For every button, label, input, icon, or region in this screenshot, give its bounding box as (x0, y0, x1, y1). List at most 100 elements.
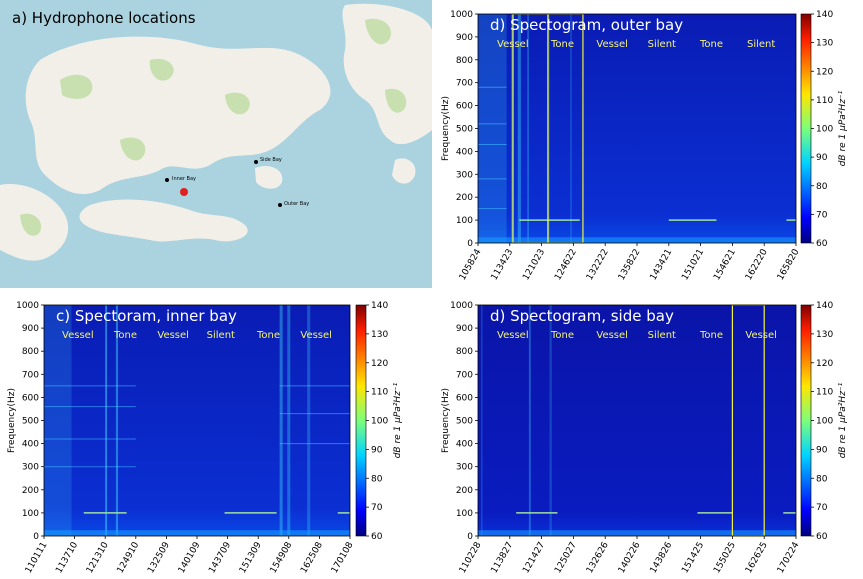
vessel-band (528, 305, 531, 536)
x-tick-label: 143709 (207, 540, 233, 575)
colorbar-tick-label: 60 (816, 532, 828, 542)
segment-label: Silent (648, 330, 676, 341)
low-frequency-band (478, 530, 796, 536)
segment-label: Vessel (596, 39, 628, 50)
colorbar-tick-label: 130 (371, 330, 388, 340)
colorbar-tick-label: 90 (816, 445, 828, 455)
site-marker-icon (180, 188, 188, 196)
x-tick-label: 143421 (649, 248, 675, 283)
colorbar-tick-label: 120 (371, 359, 388, 369)
segment-label: Vessel (157, 330, 189, 341)
y-tick-label: 1000 (450, 10, 473, 20)
x-tick-label: 113423 (490, 248, 516, 283)
map-green (149, 58, 174, 81)
y-axis-label: Frequency(Hz) (441, 388, 451, 453)
x-tick-label: 124910 (116, 540, 142, 575)
colorbar-tick-label: 140 (371, 301, 388, 311)
y-tick-label: 300 (456, 170, 473, 180)
x-tick-label: 121023 (521, 248, 547, 283)
segment-label: Vessel (497, 39, 529, 50)
colorbar (355, 304, 367, 537)
panel-title: c) Spectoram, inner bay (56, 307, 237, 325)
colorbar-tick-label: 60 (371, 532, 383, 542)
x-tick-label: 162625 (744, 541, 770, 576)
spectrogram-background (478, 14, 796, 243)
y-axis-label: Frequency(Hz) (7, 388, 17, 453)
y-tick-label: 400 (22, 440, 39, 450)
y-tick-label: 400 (456, 440, 473, 450)
x-tick-label: 121310 (85, 540, 111, 575)
vessel-band (478, 14, 507, 243)
map-label: Side Bay (260, 157, 282, 163)
colorbar-tick-label: 100 (371, 417, 388, 427)
colorbar-tick-label: 90 (371, 445, 383, 455)
x-tick-label: 162220 (744, 247, 770, 282)
map-green (20, 213, 42, 236)
x-tick-label: 170108 (330, 540, 356, 575)
map-green (385, 88, 407, 113)
x-tick-label: 124622 (553, 248, 579, 283)
low-frequency-band (478, 237, 796, 243)
colorbar-tick-label: 130 (816, 330, 833, 340)
y-tick-label: 600 (456, 393, 473, 403)
y-tick-label: 200 (22, 486, 39, 496)
x-tick-label: 105824 (458, 247, 484, 282)
y-tick-label: 0 (467, 532, 473, 542)
colorbar-label: dB re 1 μPa²Hz⁻¹ (393, 382, 403, 458)
y-tick-label: 700 (22, 370, 39, 380)
vessel-band (307, 305, 311, 536)
colorbar-tick-label: 140 (816, 10, 833, 20)
segment-label: Silent (207, 330, 235, 341)
map-label: Outer Bay (284, 201, 309, 207)
spectrogram-background (478, 305, 796, 536)
colorbar-tick-label: 80 (816, 182, 828, 192)
vessel-band (115, 305, 119, 536)
vessel-band (527, 14, 529, 243)
x-tick-label: 140226 (617, 540, 643, 575)
x-tick-label: 125027 (553, 541, 579, 576)
map-land-east (342, 3, 432, 145)
colorbar-tick-label: 120 (816, 67, 833, 77)
colorbar-tick-label: 100 (816, 417, 833, 427)
x-tick-label: 132626 (585, 540, 611, 575)
x-tick-label: 154621 (712, 248, 738, 283)
colorbar (800, 13, 812, 244)
y-tick-label: 600 (456, 102, 473, 112)
x-tick-label: 151425 (680, 541, 706, 576)
colorbar-tick-label: 70 (371, 503, 383, 513)
vessel-band (547, 14, 550, 243)
x-tick-label: 162508 (299, 540, 325, 575)
colorbar-tick-label: 70 (816, 503, 828, 513)
vessel-band (481, 305, 483, 536)
colorbar-tick-label: 110 (816, 388, 833, 398)
vessel-band (279, 305, 283, 536)
x-tick-label: 110111 (24, 541, 50, 576)
map-land-islet (279, 92, 301, 114)
y-tick-label: 400 (456, 147, 473, 157)
x-tick-label: 143826 (649, 540, 675, 575)
x-tick-label: 135822 (617, 248, 643, 283)
y-tick-label: 500 (456, 125, 473, 135)
vessel-band (105, 305, 108, 536)
colorbar-tick-label: 70 (816, 210, 828, 220)
y-tick-label: 300 (456, 463, 473, 473)
map-green (120, 137, 146, 161)
colorbar-tick-label: 120 (816, 359, 833, 369)
colorbar-tick-label: 80 (816, 474, 828, 484)
segment-label: Silent (747, 39, 775, 50)
y-tick-label: 100 (456, 216, 473, 226)
map-land-south (79, 199, 248, 242)
vessel-band (517, 14, 521, 243)
y-tick-label: 700 (456, 370, 473, 380)
map-title: a) Hydrophone locations (12, 9, 196, 27)
segment-label: Vessel (300, 330, 332, 341)
vessel-band (44, 305, 72, 536)
segment-label: Tone (699, 39, 723, 50)
segment-label: Vessel (497, 330, 529, 341)
x-tick-label: 154908 (269, 540, 295, 575)
hydrophone-marker (254, 160, 258, 164)
